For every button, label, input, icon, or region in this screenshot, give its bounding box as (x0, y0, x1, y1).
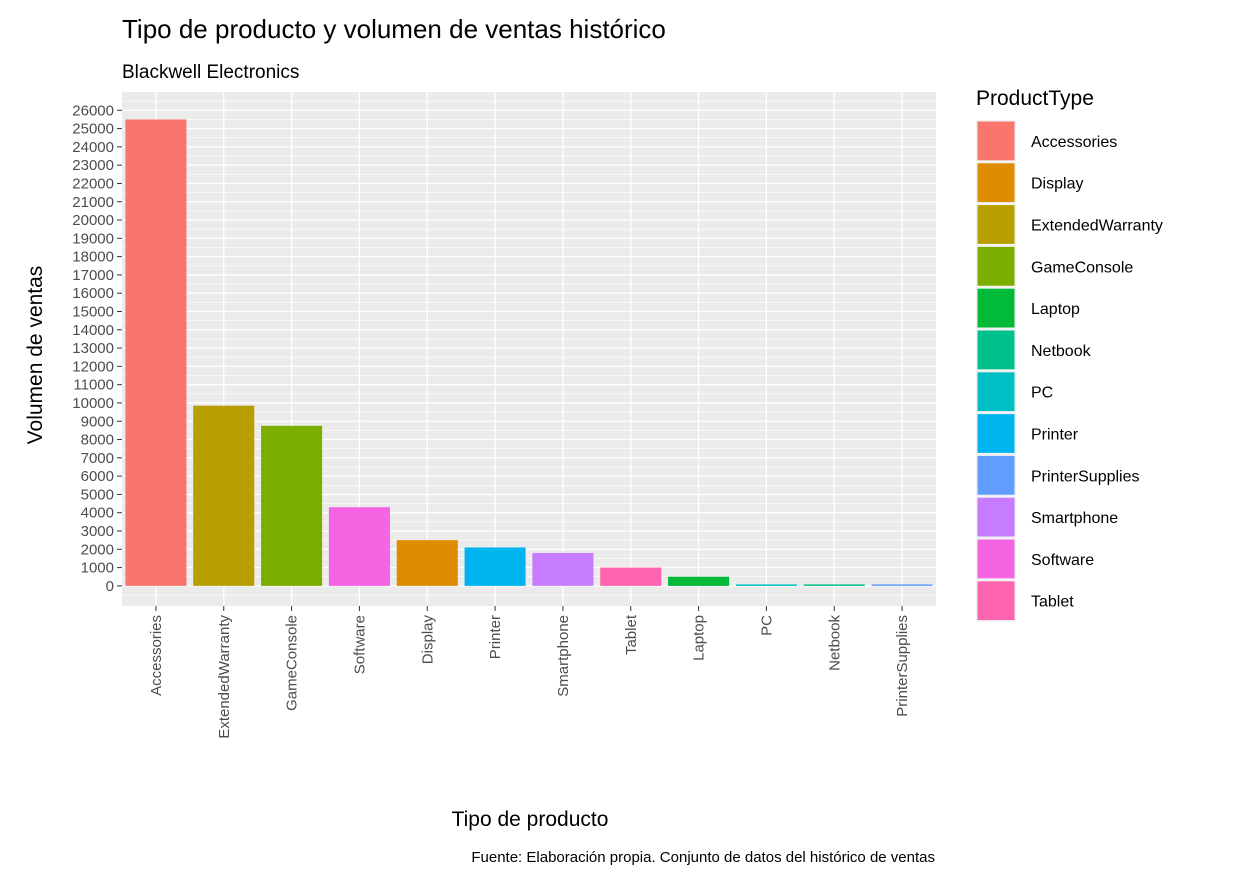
x-tick-label: Laptop (691, 615, 708, 661)
legend-swatch (977, 372, 1015, 412)
bar-Printer (464, 547, 526, 586)
bar-PrinterSupplies (871, 584, 933, 586)
legend-swatch (977, 581, 1015, 621)
y-tick-label: 11000 (73, 377, 114, 394)
legend-swatch (977, 497, 1015, 537)
y-tick-label: 22000 (72, 175, 114, 192)
legend-label: Tablet (1031, 594, 1074, 611)
legend-label: Software (1031, 552, 1094, 569)
y-tick-label: 26000 (72, 102, 114, 119)
legend-swatch (977, 205, 1015, 244)
y-tick-label: 5000 (81, 486, 114, 503)
x-tick-label: ExtendedWarranty (216, 615, 233, 739)
y-tick-label: 18000 (72, 249, 114, 266)
legend-swatch (977, 539, 1015, 579)
legend-title: ProductType (976, 87, 1094, 110)
x-tick-label: Software (351, 615, 368, 674)
legend-swatch (977, 246, 1015, 286)
legend-swatch (977, 455, 1015, 495)
x-tick-label: Printer (487, 615, 504, 659)
legend-swatch (977, 330, 1015, 370)
legend: ProductType Accessories Display ExtendedWa… (976, 87, 1163, 622)
x-tick-label: GameConsole (284, 615, 301, 711)
y-tick-label: 7000 (81, 450, 114, 467)
y-tick-label: 10000 (72, 395, 114, 412)
x-tick-label: Smartphone (555, 615, 572, 697)
y-tick-label: 12000 (72, 358, 114, 375)
bar-GameConsole (261, 425, 323, 586)
legend-label: Accessories (1031, 134, 1117, 151)
legend-label: PrinterSupplies (1031, 468, 1140, 485)
chart-caption: Fuente: Elaboración propia. Conjunto de … (471, 849, 935, 866)
y-tick-label: 20000 (72, 212, 114, 229)
chart-subtitle: Blackwell Electronics (122, 62, 299, 83)
x-tick-label: PrinterSupplies (894, 615, 911, 717)
y-tick-label: 1000 (81, 560, 114, 577)
y-tick-label: 4000 (81, 505, 114, 522)
y-tick-label: 21000 (72, 194, 114, 211)
x-tick-label: Netbook (826, 615, 843, 671)
bar-PC (735, 584, 797, 586)
bar-Display (396, 540, 458, 586)
legend-label: ExtendedWarranty (1031, 218, 1163, 235)
x-tick-label: PC (758, 615, 775, 636)
y-tick-label: 6000 (81, 468, 114, 485)
legend-swatch (977, 163, 1015, 203)
bar-Smartphone (532, 552, 594, 586)
bars (125, 119, 933, 586)
bar-Netbook (803, 584, 865, 586)
y-tick-label: 24000 (72, 139, 114, 156)
plot-panel (122, 92, 936, 606)
y-tick-label: 23000 (72, 157, 114, 174)
bar-Tablet (600, 567, 662, 586)
y-tick-label: 25000 (72, 121, 114, 138)
legend-label: PC (1031, 385, 1053, 402)
legend-label: Printer (1031, 427, 1079, 444)
y-tick-label: 16000 (72, 285, 114, 302)
legend-label: Display (1031, 176, 1083, 193)
y-tick-label: 17000 (72, 267, 114, 284)
x-tick-label: Accessories (148, 615, 165, 696)
chart-title: Tipo de producto y volumen de ventas his… (122, 14, 666, 44)
y-tick-label: 14000 (72, 322, 114, 339)
y-tick-label: 3000 (81, 523, 114, 540)
y-axis-title: Volumen de ventas (24, 266, 47, 445)
y-tick-label: 13000 (72, 340, 114, 357)
x-tick-label: Tablet (623, 614, 640, 655)
legend-label: Smartphone (1031, 510, 1118, 527)
legend-label: Laptop (1031, 301, 1080, 318)
legend-swatch (977, 121, 1015, 161)
y-tick-label: 8000 (81, 432, 114, 449)
bar-ExtendedWarranty (193, 405, 255, 586)
legend-label: GameConsole (1031, 259, 1133, 276)
legend-swatch (977, 288, 1015, 328)
y-tick-label: 2000 (81, 541, 114, 558)
y-tick-label: 19000 (72, 230, 114, 247)
gridlines (122, 92, 936, 606)
x-axis: Accessories ExtendedWarranty GameConsole So… (148, 606, 911, 739)
y-tick-label: 0 (106, 578, 114, 595)
bar-Software (328, 507, 390, 586)
legend-label: Netbook (1031, 343, 1092, 360)
bar-Laptop (668, 576, 730, 586)
x-axis-title: Tipo de producto (452, 808, 609, 831)
y-tick-label: 15000 (72, 304, 114, 321)
x-tick-label: Display (419, 615, 436, 665)
bar-Accessories (125, 119, 187, 586)
y-tick-label: 9000 (81, 413, 114, 430)
legend-swatch (977, 414, 1015, 453)
